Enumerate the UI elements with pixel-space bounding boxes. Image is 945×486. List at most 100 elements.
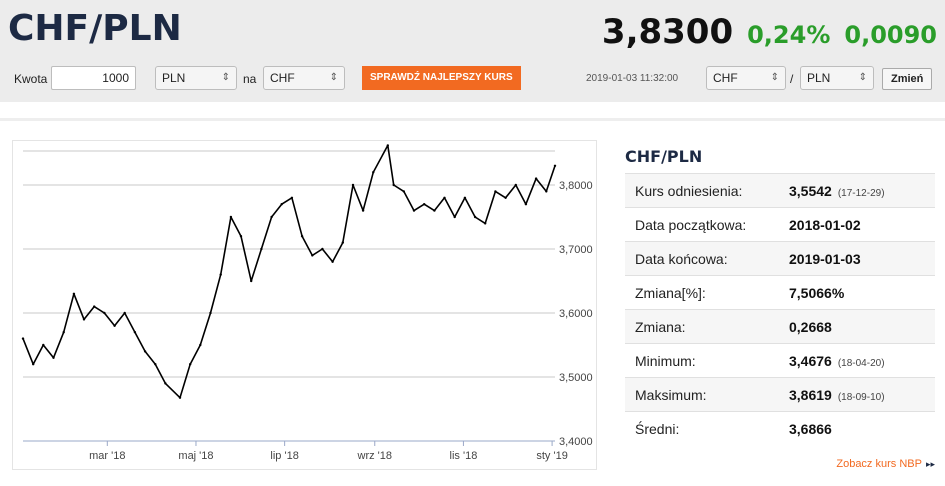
y-tick-label: 3,5000	[559, 372, 593, 384]
stat-label: Minimum:	[635, 353, 696, 369]
price-point	[133, 331, 137, 334]
stat-value: 2018-01-02	[789, 208, 861, 242]
stat-label: Zmiana:	[635, 319, 686, 335]
amount-label: Kwota	[14, 72, 48, 86]
price-point	[32, 363, 35, 366]
stat-row: Maksimum: 3,8619 (18-09-10)	[625, 377, 935, 411]
price-point	[534, 177, 538, 180]
price-point	[260, 247, 263, 251]
stat-label: Średni:	[635, 421, 680, 437]
price-point	[484, 222, 487, 225]
stat-value-text: 3,8619	[789, 387, 832, 403]
from-currency-value: PLN	[162, 71, 186, 85]
stat-value-text: 0,2668	[789, 319, 832, 335]
price-point	[113, 324, 116, 327]
price-point	[209, 311, 212, 315]
price-point	[494, 190, 497, 193]
price-point	[453, 215, 456, 219]
stat-value: 3,5542 (17-12-29)	[789, 174, 885, 211]
stat-row: Data początkowa: 2018-01-02	[625, 207, 935, 241]
x-tick-label: sty '19	[536, 450, 567, 462]
stat-row: Zmiana: 0,2668	[625, 309, 935, 343]
amount-input[interactable]: 1000	[51, 66, 136, 90]
stat-value-text: 2019-01-03	[789, 251, 861, 267]
price-point	[321, 247, 324, 251]
price-point	[103, 311, 106, 315]
price-point	[62, 331, 65, 334]
price-point	[219, 273, 222, 276]
double-arrow-icon: ▸▸	[925, 459, 935, 469]
price-point	[473, 215, 477, 219]
price-chart: 3,4000 3,5000 3,6000 3,7000 3,8000 mar '18 maj…	[21, 144, 593, 462]
stats-table: Kurs odniesienia: 3,5542 (17-12-29) Data po…	[625, 173, 935, 445]
stat-value: 3,8619 (18-09-10)	[789, 378, 885, 415]
price-point	[545, 190, 548, 193]
nbp-link[interactable]: Zobacz kurs NBP ▸▸	[836, 458, 935, 470]
stat-value-text: 3,4676	[789, 353, 832, 369]
pair-title: CHF/PLN	[8, 8, 182, 49]
stat-value-text: 3,5542	[789, 183, 832, 199]
stat-row: Kurs odniesienia: 3,5542 (17-12-29)	[625, 173, 935, 207]
stats-panel: CHF/PLN Kurs odniesienia: 3,5542 (17-12-29…	[625, 140, 935, 445]
stat-row: Data końcowa: 2019-01-03	[625, 241, 935, 275]
from-currency-select[interactable]: PLN ⇕	[155, 66, 237, 90]
pair-base-select[interactable]: CHF ⇕	[706, 66, 786, 90]
change-absolute: 0,0090	[844, 21, 937, 49]
change-pair-button[interactable]: Zmień	[882, 68, 933, 90]
y-tick-label: 3,6000	[559, 308, 593, 320]
price-point	[553, 164, 557, 167]
select-arrows-icon: ⇕	[770, 72, 779, 83]
price-point	[423, 203, 426, 206]
price-series-line	[22, 144, 556, 399]
stat-label: Kurs odniesienia:	[635, 183, 743, 199]
change-percent: 0,24%	[747, 21, 831, 49]
pair-quote-select[interactable]: PLN ⇕	[800, 66, 874, 90]
x-tick-label: mar '18	[89, 450, 125, 462]
price-point	[514, 183, 517, 187]
price-point	[154, 363, 157, 366]
select-arrows-icon: ⇕	[221, 72, 230, 83]
nbp-link-label: Zobacz kurs NBP	[836, 458, 922, 470]
stat-value: 3,4676 (18-04-20)	[789, 344, 885, 381]
price-point	[239, 235, 243, 238]
price-point	[82, 318, 86, 321]
to-currency-select[interactable]: CHF ⇕	[263, 66, 345, 90]
stat-value: 3,6866	[789, 412, 832, 446]
price-point	[280, 203, 283, 206]
stat-row: Średni: 3,6866	[625, 411, 935, 445]
current-price: 3,8300	[601, 12, 734, 52]
price-point	[300, 235, 304, 238]
price-point	[524, 203, 528, 206]
price-point	[199, 343, 202, 347]
stat-row: Minimum: 3,4676 (18-04-20)	[625, 343, 935, 377]
stat-value: 7,5066%	[789, 276, 844, 310]
to-currency-value: CHF	[270, 71, 295, 85]
stat-value-text: 3,6866	[789, 421, 832, 437]
price-point	[443, 196, 446, 199]
price-point	[311, 254, 314, 257]
price-point	[250, 279, 253, 283]
best-rate-button[interactable]: SPRAWDŹ NAJLEPSZY KURS	[362, 66, 521, 90]
price-point	[412, 209, 416, 212]
price-point	[93, 305, 96, 308]
price-point	[178, 396, 182, 399]
pair-quote-value: PLN	[807, 71, 831, 85]
stat-date: (18-04-20)	[837, 358, 885, 369]
stats-title: CHF/PLN	[625, 147, 703, 166]
quote: 3,8300 0,24% 0,0090	[602, 12, 937, 52]
price-point	[386, 144, 389, 147]
price-point	[392, 183, 395, 187]
price-point	[72, 292, 76, 295]
price-point	[372, 171, 375, 174]
price-point	[229, 215, 233, 219]
x-tick-label: lis '18	[450, 450, 478, 462]
x-tick-label: lip '18	[270, 450, 298, 462]
x-tick-label: maj '18	[178, 450, 213, 462]
price-point	[463, 196, 467, 199]
price-point	[402, 190, 405, 193]
price-point	[331, 260, 334, 263]
price-point	[433, 209, 436, 212]
price-point	[341, 241, 344, 244]
converter-bar: Kwota 1000 PLN ⇕ na CHF ⇕ SPRAWDŹ NAJLEP…	[0, 66, 945, 92]
stat-value-text: 7,5066%	[789, 285, 845, 301]
